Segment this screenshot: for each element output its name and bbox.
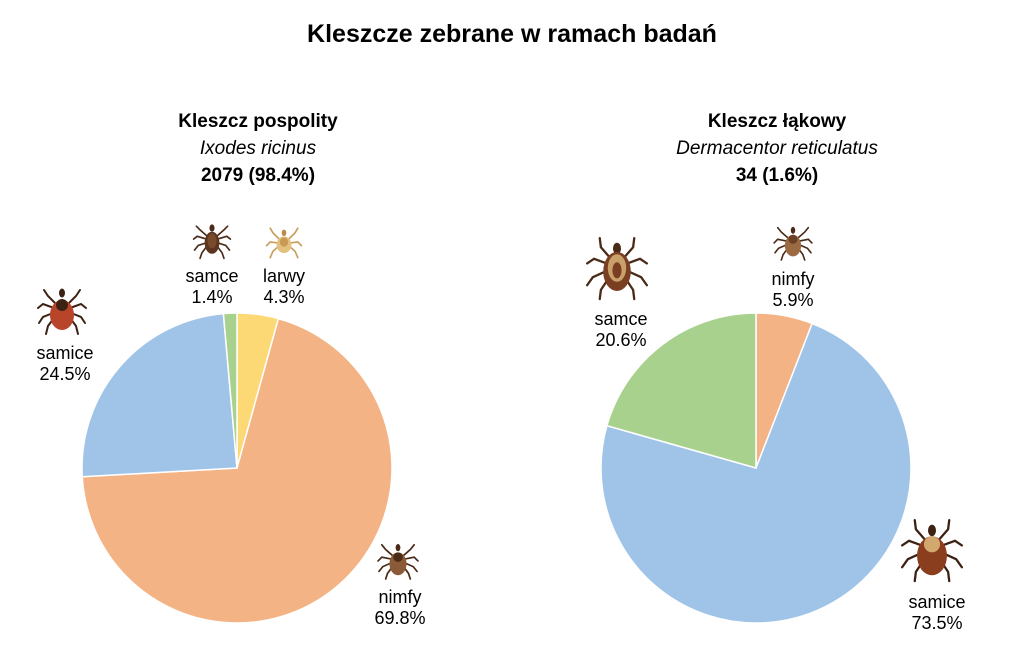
pie-slice-samice-dermacentor: [600, 322, 912, 624]
pie-slice-samice-ixodes: [81, 312, 238, 478]
female-tick-icon: [900, 518, 964, 583]
label-name-samice-ixodes: samice: [36, 343, 93, 363]
chart-title: Kleszcze zebrane w ramach badań: [307, 20, 717, 48]
pie-slice-samce-dermacentor: [605, 312, 757, 469]
pie-total-ixodes: 2079 (98.4%): [200, 165, 316, 186]
pie-total-dermacentor: 34 (1.6%): [735, 165, 819, 186]
pie-slice-nimfy-ixodes: [81, 317, 393, 624]
pie-slice-samce-ixodes: [222, 312, 238, 469]
label-pct-larwy-ixodes: 4.3%: [263, 287, 304, 307]
pie-header-dermacentor: Kleszcz łąkowy Dermacentor reticulatus 3…: [607, 108, 947, 189]
pie-subtitle-dermacentor: Dermacentor reticulatus: [676, 138, 878, 159]
nymph-tick-icon: [377, 543, 419, 580]
label-pct-samice-dermacentor: 73.5%: [911, 613, 962, 633]
label-name-samice-dermacentor: samice: [908, 592, 965, 612]
label-pct-samice-ixodes: 24.5%: [39, 364, 90, 384]
pie-title-ixodes: Kleszcz pospolity: [178, 111, 338, 132]
pie-ixodes: [81, 312, 393, 624]
pie-subtitle-ixodes: Ixodes ricinus: [199, 138, 317, 159]
female-tick-icon: [37, 288, 87, 335]
larva-tick-icon: [265, 227, 303, 259]
label-pct-samce-ixodes: 1.4%: [191, 287, 232, 307]
label-name-samce-dermacentor: samce: [594, 309, 647, 329]
label-name-larwy-ixodes: larwy: [263, 266, 305, 286]
pie-title-dermacentor: Kleszcz łąkowy: [707, 111, 847, 132]
label-name-samce-ixodes: samce: [185, 266, 238, 286]
label-pct-samce-dermacentor: 20.6%: [595, 330, 646, 350]
male-tick-icon: [192, 224, 232, 260]
pie-dermacentor: [600, 312, 912, 624]
label-name-nimfy-dermacentor: nimfy: [771, 269, 814, 289]
label-name-nimfy-ixodes: nimfy: [378, 587, 421, 607]
pie-header-ixodes: Kleszcz pospolity Ixodes ricinus 2079 (9…: [88, 108, 428, 189]
label-pct-nimfy-dermacentor: 5.9%: [772, 290, 813, 310]
nymph-tick-icon: [773, 226, 813, 261]
male-tick-icon: [585, 236, 649, 301]
label-pct-nimfy-ixodes: 69.8%: [374, 608, 425, 628]
